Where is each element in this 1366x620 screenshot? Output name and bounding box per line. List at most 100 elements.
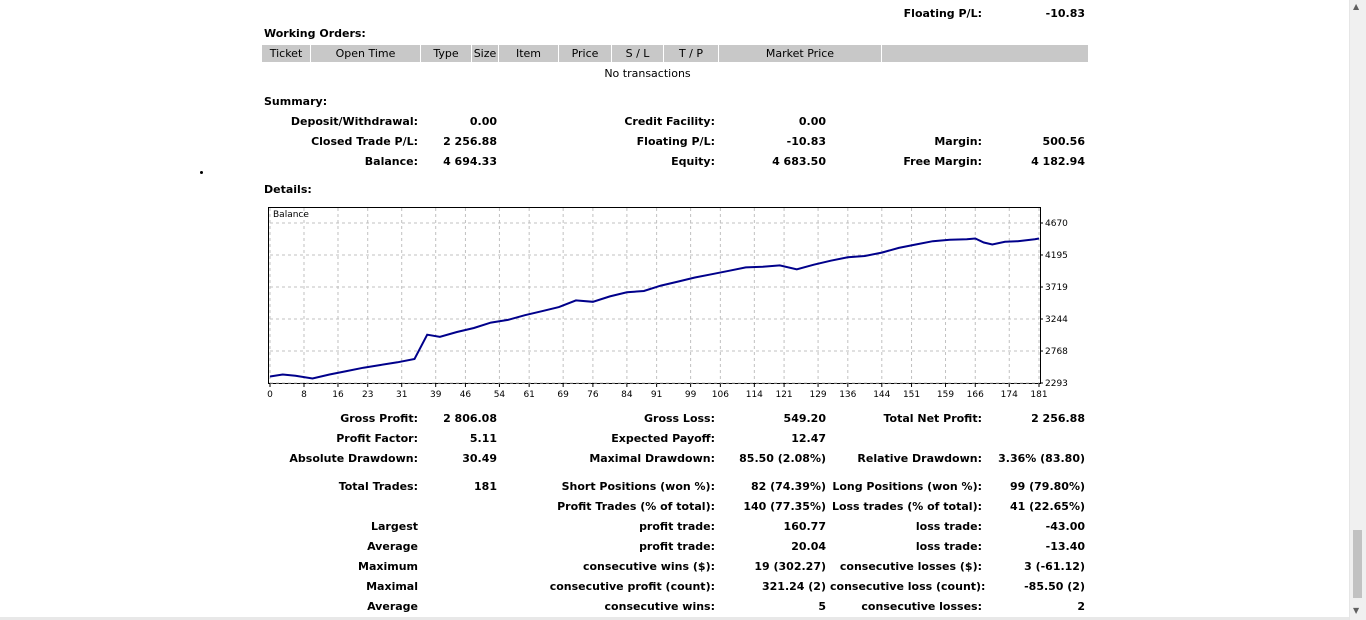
- largest-label: Largest: [371, 520, 418, 533]
- x-tick-label: 91: [651, 390, 662, 400]
- x-tick-label: 39: [430, 390, 442, 400]
- max-losses-label: consecutive losses ($):: [839, 560, 982, 573]
- x-tick-label: 144: [873, 390, 890, 400]
- working-orders-title: Working Orders:: [264, 27, 366, 40]
- expected-payoff-value: 12.47: [791, 432, 826, 445]
- x-tick-label: 54: [494, 390, 506, 400]
- x-tick-label: 114: [746, 390, 763, 400]
- avg-cons-losses-label: consecutive losses:: [861, 600, 982, 613]
- max-wins-value: 19 (302.27): [754, 560, 826, 573]
- maximum-label: Maximum: [358, 560, 418, 573]
- vertical-scrollbar[interactable]: [1349, 0, 1366, 620]
- margin-value: 500.56: [1042, 135, 1085, 148]
- scroll-down-icon[interactable]: ▼: [1353, 606, 1360, 615]
- col-market-price: Market Price: [719, 45, 882, 62]
- abs-drawdown-label: Absolute Drawdown:: [289, 452, 418, 465]
- y-tick-label: 2293: [1045, 379, 1068, 389]
- col-type: Type: [421, 45, 472, 62]
- y-tick-label: 3719: [1045, 283, 1068, 293]
- average-loss-label: loss trade:: [915, 540, 982, 553]
- scrollbar-thumb[interactable]: [1353, 530, 1362, 598]
- balance-series-line: [269, 237, 1040, 380]
- closed-pl-label: Closed Trade P/L:: [311, 135, 418, 148]
- average-profit-label: profit trade:: [639, 540, 715, 553]
- details-title: Details:: [264, 183, 312, 196]
- y-tick-label: 3244: [1045, 315, 1068, 325]
- average2-label: Average: [367, 600, 418, 613]
- rel-drawdown-value: 3.36% (83.80): [998, 452, 1085, 465]
- long-positions-value: 99 (79.80%): [1009, 480, 1085, 493]
- short-positions-value: 82 (74.39%): [750, 480, 826, 493]
- balance-chart-frame: [268, 207, 1041, 384]
- closed-pl-value: 2 256.88: [443, 135, 497, 148]
- no-transactions-text: No transactions: [604, 67, 691, 80]
- equity-label: Equity:: [671, 155, 715, 168]
- x-tick-label: 0: [267, 390, 273, 400]
- x-tick-label: 16: [332, 390, 344, 400]
- bottom-border: [0, 617, 1349, 620]
- col-ticket: Ticket: [262, 45, 311, 62]
- gross-profit-label: Gross Profit:: [340, 412, 418, 425]
- col-sl: S / L: [612, 45, 664, 62]
- x-tick-label: 84: [621, 390, 633, 400]
- col-tp: T / P: [664, 45, 719, 62]
- col-size: Size: [472, 45, 499, 62]
- scroll-up-icon[interactable]: ▲: [1353, 2, 1360, 11]
- maximal-loss-label: consecutive loss (count):: [830, 580, 986, 593]
- max-wins-label: consecutive wins ($):: [582, 560, 715, 573]
- average-loss-value: -13.40: [1045, 540, 1085, 553]
- x-tick-label: 129: [809, 390, 826, 400]
- maximal-profit-label: consecutive profit (count):: [549, 580, 715, 593]
- profit-trades-value: 140 (77.35%): [743, 500, 826, 513]
- x-tick-label: 61: [523, 390, 534, 400]
- balance-value: 4 694.33: [443, 155, 497, 168]
- profit-factor-label: Profit Factor:: [336, 432, 418, 445]
- equity-value: 4 683.50: [772, 155, 826, 168]
- largest-profit-value: 160.77: [783, 520, 826, 533]
- total-net-label: Total Net Profit:: [883, 412, 983, 425]
- x-tick-label: 121: [775, 390, 792, 400]
- gross-loss-label: Gross Loss:: [644, 412, 715, 425]
- chart-title: Balance: [273, 210, 309, 220]
- col-price: Price: [559, 45, 612, 62]
- average-profit-value: 20.04: [791, 540, 826, 553]
- profit-trades-label: Profit Trades (% of total):: [557, 500, 715, 513]
- top-floating-value: -10.83: [1045, 7, 1085, 20]
- largest-profit-label: profit trade:: [639, 520, 715, 533]
- floating-pl-value: -10.83: [786, 135, 826, 148]
- max-drawdown-value: 85.50 (2.08%): [739, 452, 826, 465]
- x-tick-label: 31: [396, 390, 407, 400]
- x-tick-label: 174: [1001, 390, 1018, 400]
- x-tick-label: 151: [903, 390, 920, 400]
- maximal-loss-value: -85.50 (2): [1024, 580, 1085, 593]
- balance-label: Balance:: [364, 155, 418, 168]
- largest-loss-value: -43.00: [1045, 520, 1085, 533]
- avg-cons-wins-value: 5: [818, 600, 826, 613]
- free-margin-value: 4 182.94: [1031, 155, 1085, 168]
- x-tick-label: 69: [557, 390, 569, 400]
- credit-value: 0.00: [798, 115, 826, 128]
- gross-loss-value: 549.20: [783, 412, 826, 425]
- total-trades-label: Total Trades:: [338, 480, 418, 493]
- largest-loss-label: loss trade:: [915, 520, 982, 533]
- x-tick-label: 106: [712, 390, 729, 400]
- x-tick-label: 23: [362, 390, 373, 400]
- x-tick-label: 99: [685, 390, 697, 400]
- loss-trades-value: 41 (22.65%): [1009, 500, 1085, 513]
- rel-drawdown-label: Relative Drawdown:: [857, 452, 982, 465]
- deposit-value: 0.00: [469, 115, 497, 128]
- summary-title: Summary:: [264, 95, 328, 108]
- abs-drawdown-value: 30.49: [462, 452, 497, 465]
- max-losses-value: 3 (-61.12): [1024, 560, 1085, 573]
- expected-payoff-label: Expected Payoff:: [611, 432, 715, 445]
- col-open-time: Open Time: [311, 45, 421, 62]
- x-tick-label: 136: [839, 390, 856, 400]
- col-item: Item: [499, 45, 559, 62]
- free-margin-label: Free Margin:: [903, 155, 982, 168]
- x-tick-label: 181: [1030, 390, 1047, 400]
- y-tick-label: 4670: [1045, 219, 1068, 229]
- x-tick-label: 8: [301, 390, 307, 400]
- profit-factor-value: 5.11: [469, 432, 497, 445]
- gross-profit-value: 2 806.08: [443, 412, 497, 425]
